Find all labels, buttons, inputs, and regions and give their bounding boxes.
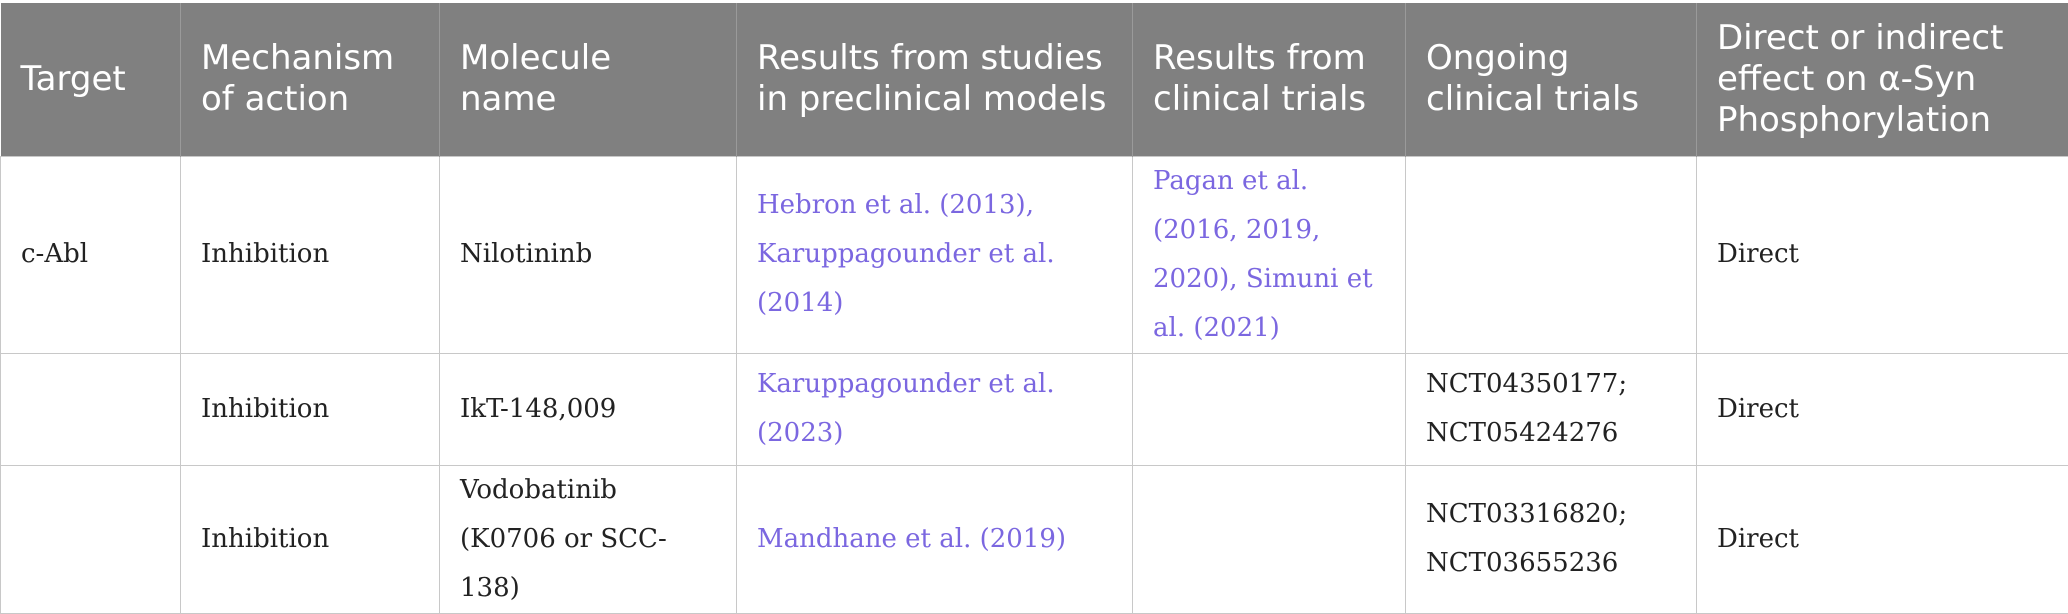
- cell-mechanism: Inhibition: [181, 465, 440, 613]
- header-ongoing: Ongoing clinical trials: [1406, 3, 1697, 156]
- cell-effect: Direct: [1697, 353, 2068, 465]
- table-row: Inhibition IkT-148,009 Karuppagounder et…: [1, 353, 2068, 465]
- cell-effect: Direct: [1697, 156, 2068, 353]
- data-table: Target Mechanism of action Molecule name…: [0, 3, 2068, 614]
- table-row: Inhibition Vodobatinib (K0706 or SCC-138…: [1, 465, 2068, 613]
- cell-mechanism: Inhibition: [181, 156, 440, 353]
- header-row: Target Mechanism of action Molecule name…: [1, 3, 2068, 156]
- cell-clinical: [1133, 465, 1406, 613]
- cell-mechanism: Inhibition: [181, 353, 440, 465]
- cell-molecule: Nilotininb: [440, 156, 737, 353]
- cell-target: [1, 353, 181, 465]
- clinical-reference-link[interactable]: Pagan et al. (2016, 2019, 2020), Simuni …: [1153, 166, 1373, 343]
- cell-ongoing: [1406, 156, 1697, 353]
- cell-molecule: IkT-148,009: [440, 353, 737, 465]
- preclinical-reference-link[interactable]: Hebron et al. (2013), Karuppagounder et …: [757, 190, 1055, 318]
- header-clinical: Results from clinical trials: [1133, 3, 1406, 156]
- header-molecule: Molecule name: [440, 3, 737, 156]
- cell-clinical: [1133, 353, 1406, 465]
- header-preclinical: Results from studies in preclinical mode…: [737, 3, 1133, 156]
- cell-ongoing: NCT04350177; NCT05424276: [1406, 353, 1697, 465]
- header-mechanism: Mechanism of action: [181, 3, 440, 156]
- cell-ongoing: NCT03316820; NCT03655236: [1406, 465, 1697, 613]
- header-target: Target: [1, 3, 181, 156]
- cell-target: [1, 465, 181, 613]
- cell-clinical: Pagan et al. (2016, 2019, 2020), Simuni …: [1133, 156, 1406, 353]
- cell-preclinical: Hebron et al. (2013), Karuppagounder et …: [737, 156, 1133, 353]
- cell-preclinical: Mandhane et al. (2019): [737, 465, 1133, 613]
- cell-target: c-Abl: [1, 156, 181, 353]
- preclinical-reference-link[interactable]: Mandhane et al. (2019): [757, 524, 1066, 554]
- cell-molecule: Vodobatinib (K0706 or SCC-138): [440, 465, 737, 613]
- cell-preclinical: Karuppagounder et al. (2023): [737, 353, 1133, 465]
- cell-effect: Direct: [1697, 465, 2068, 613]
- table-row: c-Abl Inhibition Nilotininb Hebron et al…: [1, 156, 2068, 353]
- preclinical-reference-link[interactable]: Karuppagounder et al. (2023): [757, 369, 1055, 448]
- header-effect: Direct or indirect effect on α-Syn Phosp…: [1697, 3, 2068, 156]
